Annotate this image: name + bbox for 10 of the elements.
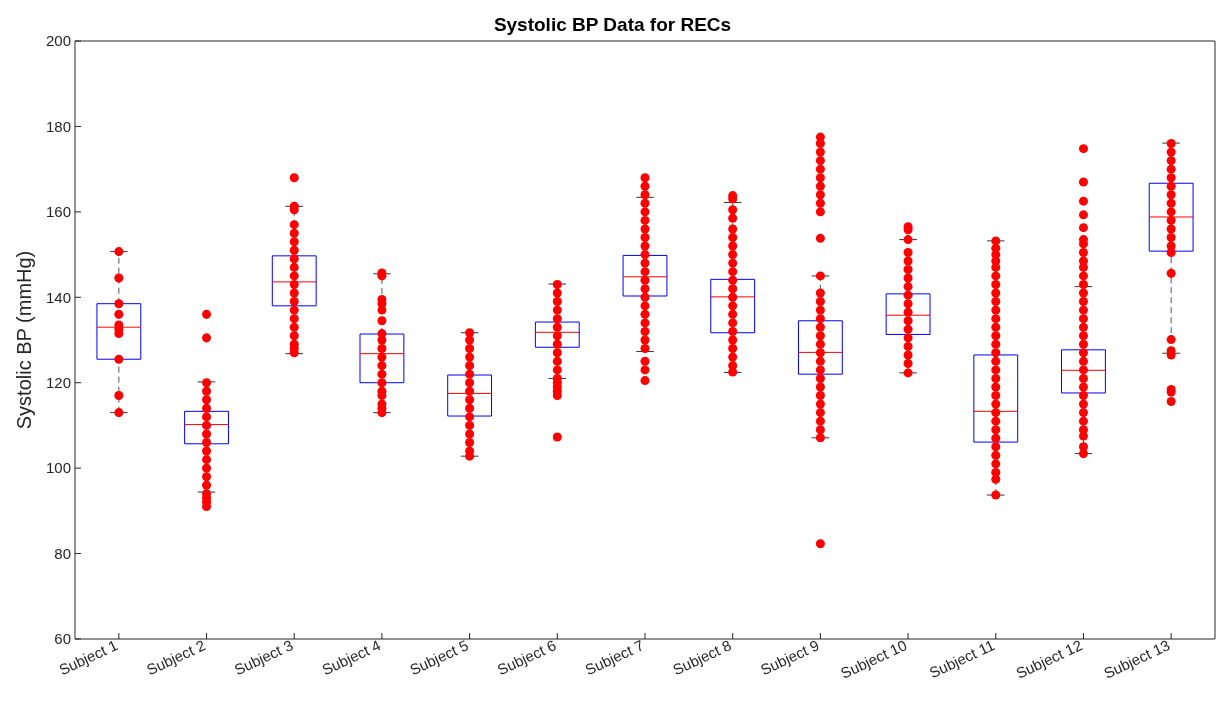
chart-title: Systolic BP Data for RECs — [493, 14, 732, 35]
y-tick-label: 140 — [45, 288, 71, 306]
y-tick-label: 160 — [45, 203, 71, 221]
y-tick-label: 120 — [45, 374, 71, 392]
y-tick-label: 100 — [45, 459, 71, 477]
y-tick-label: 80 — [54, 544, 71, 562]
y-tick-label: 180 — [45, 117, 71, 135]
y-tick-label: 60 — [54, 630, 71, 648]
y-axis-title: Systolic BP (mmHg) — [13, 250, 36, 430]
y-tick-label: 200 — [45, 32, 71, 50]
